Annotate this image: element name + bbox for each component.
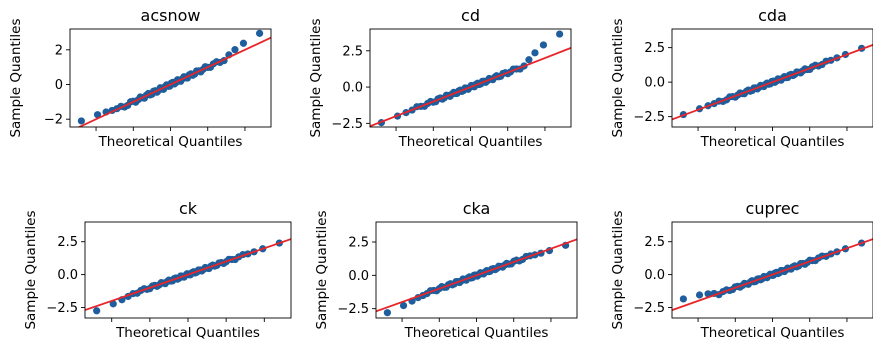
- y-tick-label: 0.0: [342, 81, 363, 96]
- reference-line: [672, 43, 873, 121]
- sample-point: [531, 49, 539, 57]
- subplot-title: cka: [463, 199, 491, 218]
- sample-point: [556, 30, 564, 38]
- y-axis-label: Sample Quantiles: [314, 210, 330, 329]
- x-axis-label: Theoretical Quantiles: [700, 325, 845, 341]
- x-axis-label: Theoretical Quantiles: [404, 325, 549, 341]
- sample-point: [239, 39, 248, 47]
- reference-line: [376, 238, 577, 313]
- sample-point: [93, 307, 101, 315]
- y-axis-label: Sample Quantiles: [8, 18, 24, 137]
- x-axis-label: Theoretical Quantiles: [398, 134, 543, 150]
- sample-point: [109, 300, 117, 308]
- y-axis-label: Sample Quantiles: [610, 18, 626, 137]
- reference-line: [370, 46, 571, 127]
- y-tick-label: 2.5: [644, 235, 665, 250]
- y-tick-label: 2.5: [57, 235, 78, 250]
- reference-line: [77, 36, 271, 127]
- reference-line: [85, 238, 291, 312]
- sample-point: [93, 111, 102, 119]
- sample-point: [679, 295, 687, 303]
- sample-point: [704, 290, 712, 298]
- y-axis-label: Sample Quantiles: [23, 210, 39, 329]
- x-axis-label: Theoretical Quantiles: [700, 134, 845, 150]
- y-tick-label: 2: [55, 43, 63, 58]
- y-tick-label: 0.0: [644, 268, 665, 283]
- sample-point: [77, 117, 85, 125]
- reference-line: [672, 238, 873, 312]
- x-axis-label: Theoretical Quantiles: [115, 325, 260, 341]
- subplot-title: acsnow: [141, 6, 201, 25]
- y-tick-label: −2.5: [633, 301, 665, 316]
- y-axis-label: Sample Quantiles: [308, 18, 324, 137]
- y-tick-label: −2.5: [46, 301, 78, 316]
- y-tick-label: 2.5: [644, 41, 665, 56]
- sample-point: [695, 291, 704, 299]
- y-axis-label: Sample Quantiles: [610, 210, 626, 329]
- subplot-title: cd: [461, 6, 480, 25]
- sample-point: [231, 46, 239, 54]
- y-tick-label: 0.0: [348, 269, 369, 284]
- axes-frame: [671, 221, 873, 319]
- y-tick-label: −2.5: [337, 302, 369, 317]
- y-tick-label: 2.5: [342, 44, 363, 59]
- y-tick-label: −2: [44, 113, 63, 128]
- sample-point: [256, 29, 264, 37]
- x-axis-label: Theoretical Quantiles: [98, 134, 243, 150]
- y-tick-label: −2.5: [331, 117, 363, 132]
- subplot-title: cda: [758, 6, 787, 25]
- sample-point: [539, 41, 548, 49]
- subplot-title: ck: [179, 199, 198, 218]
- sample-point: [399, 301, 408, 310]
- sample-point: [525, 56, 533, 64]
- sample-point: [383, 309, 391, 317]
- y-tick-label: −2.5: [633, 110, 665, 125]
- subplot-title: cuprec: [746, 199, 800, 218]
- y-tick-label: 0: [55, 78, 63, 93]
- y-tick-label: 0.0: [644, 76, 665, 91]
- y-tick-label: 2.5: [348, 236, 369, 251]
- y-tick-label: 0.0: [57, 268, 78, 283]
